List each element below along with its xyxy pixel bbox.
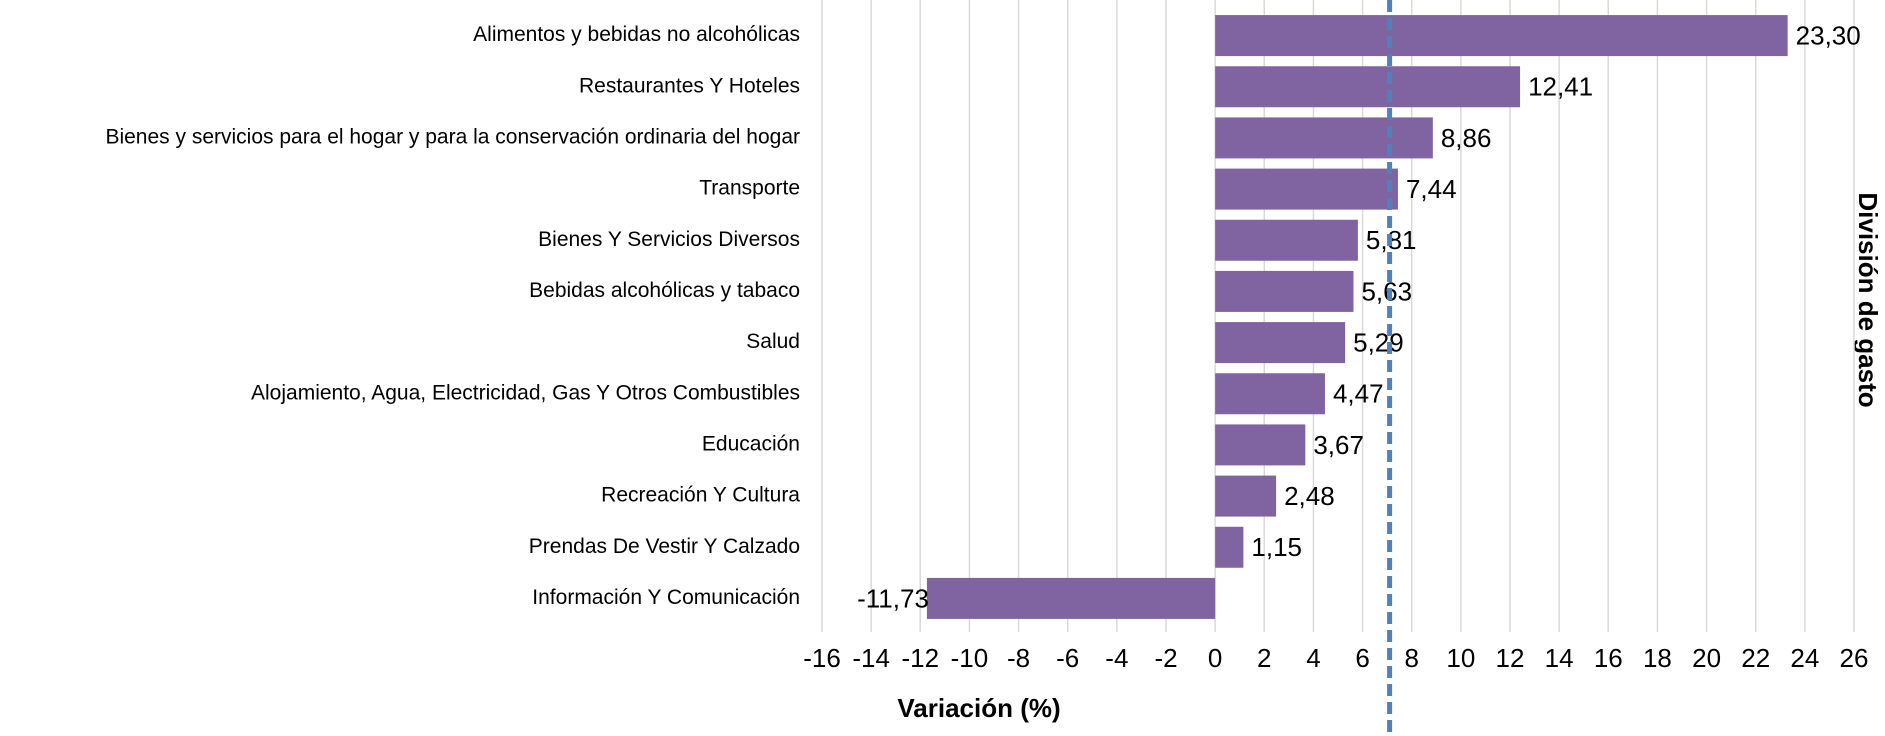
y-tick-label: Alojamiento, Agua, Electricidad, Gas Y O… [251, 381, 800, 404]
x-tick-label: 22 [1741, 643, 1770, 673]
x-tick-label: 24 [1790, 643, 1819, 673]
value-label: 5,29 [1353, 327, 1404, 357]
x-tick-label: 4 [1306, 643, 1320, 673]
value-label: 23,30 [1796, 20, 1861, 50]
bar [1215, 270, 1354, 312]
x-axis-title: Variación (%) [897, 693, 1060, 723]
x-tick-label: 0 [1208, 643, 1222, 673]
y-tick-label: Salud [746, 330, 800, 353]
x-tick-label: 16 [1594, 643, 1623, 673]
x-tick-label: 14 [1545, 643, 1574, 673]
y-tick-label: Educación [702, 432, 800, 455]
value-label: 2,48 [1284, 481, 1335, 511]
x-tick-label: -10 [951, 643, 989, 673]
x-tick-label: 8 [1404, 643, 1418, 673]
value-label: 7,44 [1406, 174, 1457, 204]
bar [1215, 424, 1306, 466]
x-tick-label: 20 [1692, 643, 1721, 673]
x-tick-label: -6 [1056, 643, 1079, 673]
value-label: 5,63 [1361, 276, 1412, 306]
x-tick-label: 26 [1840, 643, 1869, 673]
y-tick-label: Bebidas alcohólicas y tabaco [529, 279, 800, 302]
x-tick-label: 2 [1257, 643, 1271, 673]
x-tick-label: 18 [1643, 643, 1672, 673]
y-axis-title: División de gasto [1853, 192, 1883, 407]
y-tick-label: Recreación Y Cultura [601, 484, 800, 507]
value-label: 1,15 [1251, 532, 1302, 562]
bar [1215, 526, 1244, 568]
x-tick-label: -14 [852, 643, 890, 673]
value-label: -11,73 [857, 583, 929, 613]
bar [926, 577, 1216, 619]
bar [1215, 15, 1788, 57]
bar [1215, 475, 1277, 517]
y-tick-label: Alimentos y bebidas no alcohólicas [473, 23, 800, 46]
value-label: 8,86 [1441, 123, 1492, 153]
y-tick-label: Bienes y servicios para el hogar y para … [105, 125, 800, 148]
x-tick-label: -8 [1007, 643, 1030, 673]
y-tick-label: Restaurantes Y Hoteles [579, 74, 800, 97]
bar [1215, 117, 1433, 159]
value-label: 3,67 [1313, 430, 1364, 460]
bar [1215, 219, 1358, 261]
x-tick-label: -4 [1105, 643, 1128, 673]
value-label: 12,41 [1528, 72, 1593, 102]
y-tick-label: Transporte [699, 177, 800, 200]
y-tick-label: Prendas De Vestir Y Calzado [529, 535, 800, 558]
value-label: 4,47 [1333, 379, 1384, 409]
x-tick-label: -12 [901, 643, 939, 673]
x-tick-label: 10 [1446, 643, 1475, 673]
y-tick-label: Bienes Y Servicios Diversos [538, 228, 800, 251]
y-tick-label: Información Y Comunicación [532, 586, 800, 609]
bar [1215, 168, 1398, 210]
x-tick-label: -16 [803, 643, 841, 673]
bar [1215, 66, 1521, 108]
bar [1215, 322, 1346, 364]
x-tick-label: -2 [1154, 643, 1177, 673]
x-tick-label: 12 [1496, 643, 1525, 673]
x-tick-label: 6 [1355, 643, 1369, 673]
bar [1215, 373, 1325, 415]
